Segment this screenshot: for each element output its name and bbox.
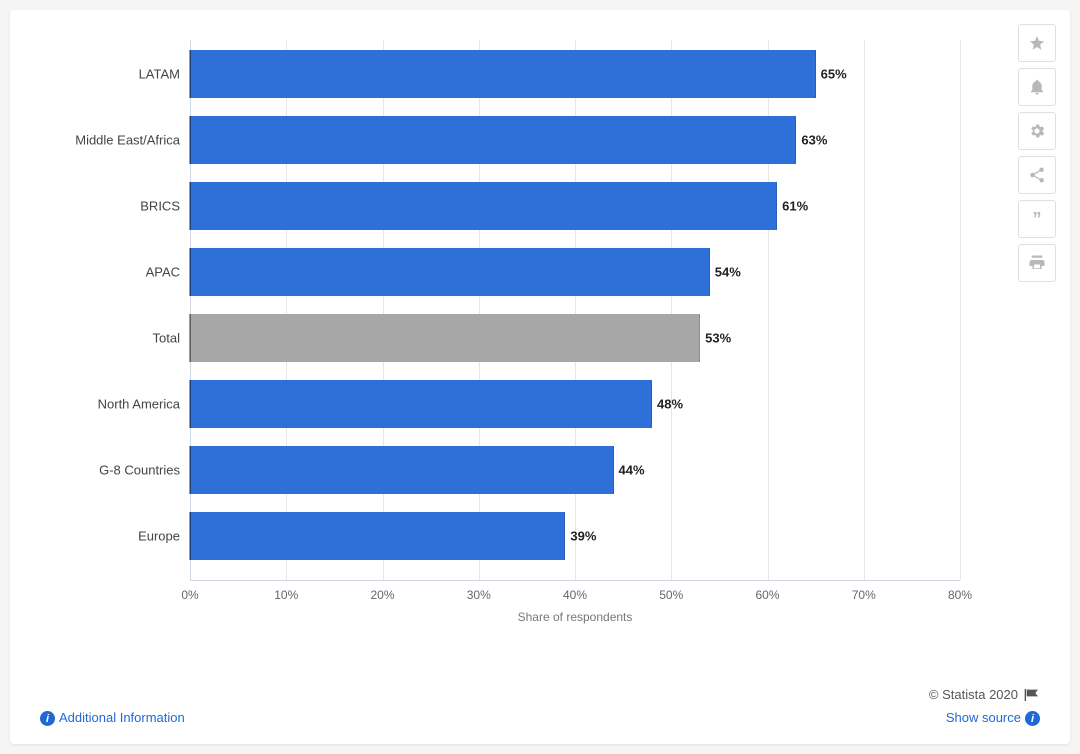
x-axis-line [190, 580, 960, 581]
category-label: Total [40, 331, 180, 346]
bar: 54% [190, 248, 710, 296]
bar: 61% [190, 182, 777, 230]
bar-row: LATAM65% [190, 50, 960, 98]
share-button[interactable] [1018, 156, 1056, 194]
category-label: G-8 Countries [40, 463, 180, 478]
bar: 48% [190, 380, 652, 428]
print-button[interactable] [1018, 244, 1056, 282]
value-label: 39% [570, 529, 596, 544]
bar-baseline-tick [189, 116, 191, 164]
flag-icon [1024, 689, 1040, 701]
x-tick-label: 40% [563, 588, 587, 602]
x-tick-label: 10% [274, 588, 298, 602]
bar: 53% [190, 314, 700, 362]
value-label: 53% [705, 331, 731, 346]
info-icon: i [40, 711, 55, 726]
plot-area: Share of respondents 0%10%20%30%40%50%60… [190, 40, 960, 580]
favorite-button[interactable] [1018, 24, 1056, 62]
category-label: North America [40, 397, 180, 412]
value-label: 48% [657, 397, 683, 412]
category-label: Middle East/Africa [40, 133, 180, 148]
value-label: 54% [715, 265, 741, 280]
value-label: 65% [821, 67, 847, 82]
bar: 63% [190, 116, 796, 164]
bar: 65% [190, 50, 816, 98]
bar-row: G-8 Countries44% [190, 446, 960, 494]
bar: 39% [190, 512, 565, 560]
info-icon: i [1025, 711, 1040, 726]
bell-icon [1028, 78, 1046, 96]
bar-row: North America48% [190, 380, 960, 428]
bar-baseline-tick [189, 248, 191, 296]
category-label: Europe [40, 529, 180, 544]
bar-row: Total53% [190, 314, 960, 362]
bar-baseline-tick [189, 446, 191, 494]
x-tick-label: 50% [659, 588, 683, 602]
bar-baseline-tick [189, 380, 191, 428]
x-tick-label: 0% [181, 588, 198, 602]
category-label: BRICS [40, 199, 180, 214]
value-label: 44% [619, 463, 645, 478]
x-tick-label: 80% [948, 588, 972, 602]
cite-button[interactable]: ” [1018, 200, 1056, 238]
category-label: APAC [40, 265, 180, 280]
bar-row: BRICS61% [190, 182, 960, 230]
grid-line [960, 40, 961, 580]
x-tick-label: 70% [852, 588, 876, 602]
x-tick-label: 20% [370, 588, 394, 602]
category-label: LATAM [40, 67, 180, 82]
settings-button[interactable] [1018, 112, 1056, 150]
x-tick-label: 30% [467, 588, 491, 602]
bar-baseline-tick [189, 182, 191, 230]
toolbar: ” [1018, 24, 1056, 282]
bar-row: Europe39% [190, 512, 960, 560]
x-axis-title: Share of respondents [518, 610, 633, 624]
x-tick-label: 60% [755, 588, 779, 602]
bar-baseline-tick [189, 50, 191, 98]
bar: 44% [190, 446, 614, 494]
show-source-link[interactable]: Show source i [946, 710, 1040, 727]
quote-icon: ” [1033, 210, 1042, 228]
notify-button[interactable] [1018, 68, 1056, 106]
value-label: 61% [782, 199, 808, 214]
print-icon [1028, 254, 1046, 272]
additional-info-link[interactable]: i Additional Information [40, 710, 185, 727]
chart-area: Share of respondents 0% 10% 20% 30% 40% 50% 60… [40, 40, 980, 630]
copyright: © Statista 2020 [929, 687, 1040, 702]
value-label: 63% [801, 133, 827, 148]
footer: i Additional Information Show source i [40, 710, 1040, 727]
bar-row: APAC54% [190, 248, 960, 296]
copyright-text: © Statista 2020 [929, 687, 1018, 702]
show-source-text: Show source [946, 710, 1021, 725]
bar-baseline-tick [189, 314, 191, 362]
bar-row: Middle East/Africa63% [190, 116, 960, 164]
chart-card: Share of respondents 0% 10% 20% 30% 40% 50% 60… [10, 10, 1070, 744]
bar-baseline-tick [189, 512, 191, 560]
star-icon [1028, 34, 1046, 52]
gear-icon [1028, 122, 1046, 140]
additional-info-text: Additional Information [59, 710, 185, 725]
share-icon [1028, 166, 1046, 184]
